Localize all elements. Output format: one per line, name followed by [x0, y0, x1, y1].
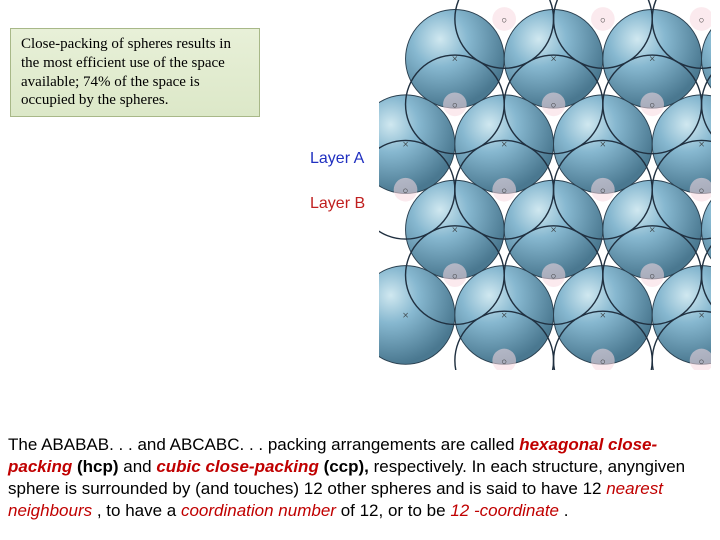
svg-text:○: ○	[600, 357, 606, 367]
svg-text:○: ○	[551, 101, 557, 111]
svg-text:○: ○	[600, 16, 606, 26]
coord12-term: 12 -coordinate	[450, 501, 563, 520]
svg-text:○: ○	[403, 187, 409, 197]
description-paragraph: The ABABAB. . . and ABCABC. . . packing …	[8, 434, 712, 522]
cn-term: coordination number	[181, 501, 341, 520]
desc-mid1: and	[119, 457, 157, 476]
svg-text:○: ○	[699, 357, 705, 367]
svg-text:○: ○	[649, 272, 655, 282]
svg-text:×: ×	[402, 310, 408, 322]
svg-text:×: ×	[550, 54, 556, 66]
svg-text:×: ×	[501, 139, 507, 151]
svg-text:×: ×	[649, 54, 655, 66]
packing-svg: ××××××××××××××××○○○○○○○○○○○○○○○○○○○	[370, 0, 720, 370]
ccp-abbr: (ccp),	[324, 457, 369, 476]
svg-text:○: ○	[600, 187, 606, 197]
callout-text: Close-packing of spheres results in the …	[21, 36, 231, 108]
desc-p3: , to have a	[97, 501, 181, 520]
svg-text:○: ○	[699, 187, 705, 197]
svg-text:×: ×	[698, 310, 704, 322]
desc-end: .	[564, 501, 569, 520]
callout-box: Close-packing of spheres results in the …	[10, 28, 260, 117]
svg-text:○: ○	[452, 272, 458, 282]
svg-text:×: ×	[550, 224, 556, 236]
svg-text:×: ×	[501, 310, 507, 322]
hcp-abbr: (hcp)	[77, 457, 119, 476]
svg-text:×: ×	[402, 139, 408, 151]
svg-text:○: ○	[699, 16, 705, 26]
svg-text:○: ○	[501, 16, 507, 26]
svg-text:×: ×	[698, 139, 704, 151]
sphere-packing-diagram: Layer A Layer B ××××××××××××××××○○○○○○○○…	[310, 0, 720, 370]
svg-text:○: ○	[501, 357, 507, 367]
layer-b-label: Layer B	[310, 195, 365, 213]
svg-text:×: ×	[452, 54, 458, 66]
desc-pre: The ABABAB. . . and ABCABC. . . packing …	[8, 435, 519, 454]
desc-p4: of 12, or to be	[341, 501, 451, 520]
svg-text:×: ×	[452, 224, 458, 236]
layer-a-label: Layer A	[310, 150, 364, 168]
svg-text:○: ○	[501, 187, 507, 197]
svg-text:○: ○	[551, 272, 557, 282]
svg-text:○: ○	[649, 101, 655, 111]
svg-text:×: ×	[649, 224, 655, 236]
svg-text:○: ○	[452, 101, 458, 111]
svg-text:×: ×	[600, 310, 606, 322]
ccp-term: cubic close-packing	[156, 457, 323, 476]
svg-text:×: ×	[600, 139, 606, 151]
